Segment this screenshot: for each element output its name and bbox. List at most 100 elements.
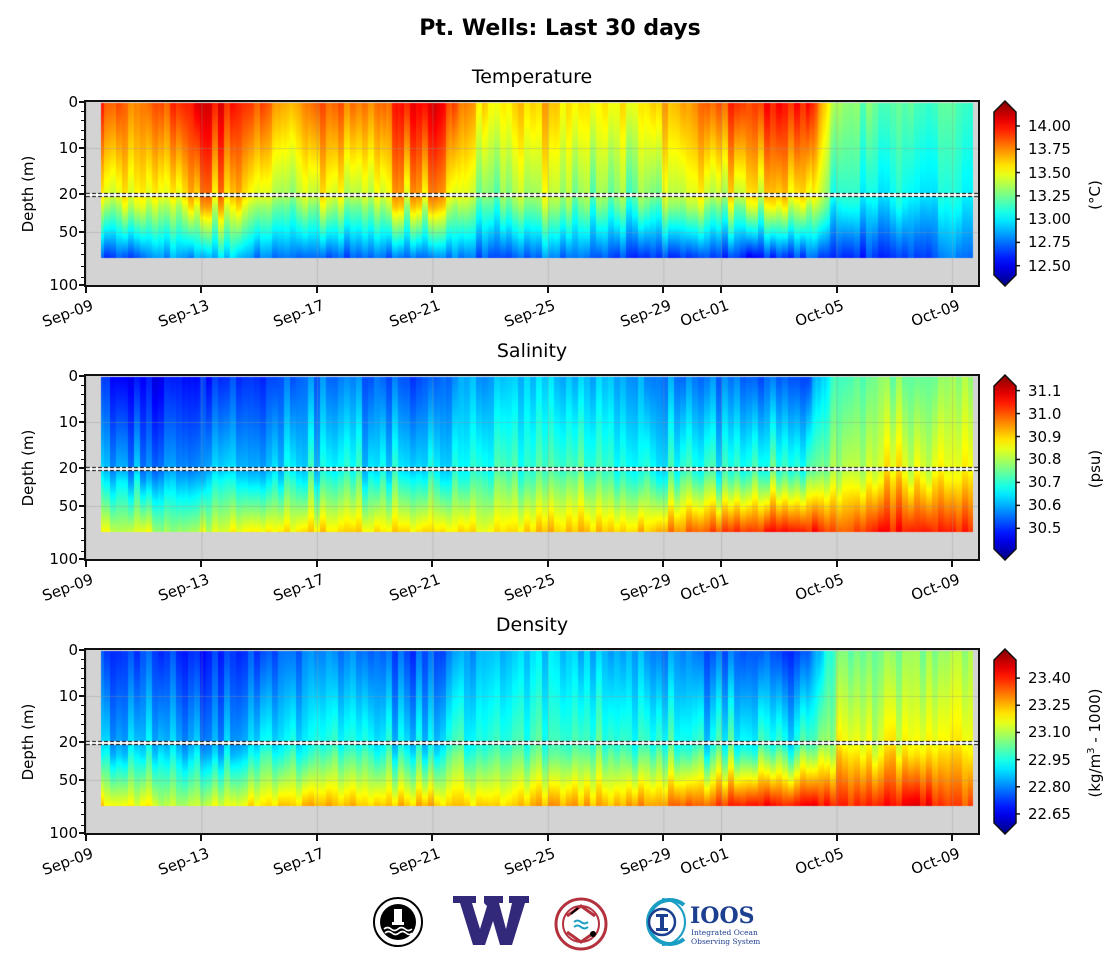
- y-minor-tick: [81, 166, 85, 168]
- ioos-line1: Integrated Ocean: [691, 928, 758, 937]
- x-tick-label: Sep-21: [386, 570, 443, 606]
- heatmap-plot: [84, 100, 980, 287]
- y-minor-tick: [81, 550, 85, 552]
- x-tick-label: Oct-01: [677, 296, 731, 331]
- y-minor-tick: [81, 412, 85, 414]
- x-tick-mark: [835, 835, 838, 841]
- y-tick-mark: [79, 649, 85, 651]
- y-tick-mark: [79, 421, 85, 423]
- y-minor-tick: [81, 120, 85, 122]
- y-minor-tick: [81, 791, 85, 793]
- x-tick-label: Sep-17: [271, 296, 327, 332]
- colorbar-tick-label: 30.7: [1028, 473, 1062, 492]
- x-tick-mark: [315, 835, 318, 841]
- colorbar-tick-label: 31.1: [1028, 381, 1062, 400]
- y-tick-label: 0: [68, 93, 78, 111]
- colorbar-tick-label: 22.65: [1028, 804, 1071, 823]
- colorbar-tick-label: 12.75: [1028, 233, 1071, 252]
- y-tick-mark: [79, 779, 85, 781]
- x-tick-label: Oct-09: [908, 844, 962, 879]
- y-minor-tick: [81, 668, 85, 670]
- x-tick-mark: [200, 287, 203, 293]
- x-tick-label: Sep-09: [40, 844, 96, 880]
- y-tick-mark: [79, 832, 85, 834]
- y-tick-mark: [79, 505, 85, 507]
- x-tick-mark: [951, 287, 954, 293]
- y-tick-label: 10: [58, 687, 78, 705]
- x-tick-mark: [546, 287, 549, 293]
- x-tick-label: Sep-29: [617, 296, 674, 332]
- colorbar-gradient: [993, 648, 1017, 835]
- x-tick-label: Sep-21: [386, 844, 443, 880]
- y-minor-tick: [81, 129, 85, 131]
- y-tick-label: 10: [58, 413, 78, 431]
- colorbar-tick-label: 23.25: [1028, 696, 1071, 715]
- colorbar-gradient: [993, 374, 1017, 561]
- x-tick-mark: [431, 835, 434, 841]
- x-tick-mark: [546, 835, 549, 841]
- x-tick-label: Sep-13: [155, 296, 212, 332]
- y-minor-tick: [81, 528, 85, 530]
- x-tick-label: Sep-29: [617, 844, 674, 880]
- y-minor-tick: [81, 394, 85, 396]
- ioos-logo: IOOS Integrated Ocean Observing System: [646, 898, 760, 946]
- y-minor-tick: [81, 756, 85, 758]
- x-tick-label: Sep-25: [501, 844, 558, 880]
- x-tick-label: Oct-05: [792, 570, 847, 605]
- colorbar-tick-label: 14.00: [1028, 116, 1071, 135]
- ioos-line2: Observing System: [691, 937, 760, 946]
- panel-salinity: Salinity Depth (m) 0 10 20 50 100 Sep-09 Sep-13 S…: [0, 340, 1120, 610]
- y-tick-label: 100: [49, 276, 78, 294]
- x-tick-mark: [720, 287, 723, 293]
- y-tick-label: 20: [58, 459, 78, 477]
- colorbar-tick-label: 31.0: [1028, 404, 1062, 423]
- heatmap-canvas: [86, 376, 978, 559]
- y-minor-tick: [81, 714, 85, 716]
- y-tick-label: 50: [58, 497, 78, 515]
- heatmap-plot: [84, 374, 980, 561]
- panel-density: Density Depth (m) 0 10 20 50 100 Sep-09 Sep-13 Se…: [0, 614, 1120, 884]
- x-tick-label: Sep-13: [155, 844, 212, 880]
- x-tick-label: Sep-25: [501, 570, 558, 606]
- y-tick-mark: [79, 467, 85, 469]
- y-minor-tick: [81, 175, 85, 177]
- colorbar-tick-label: 23.40: [1028, 669, 1071, 688]
- x-tick-mark: [200, 835, 203, 841]
- x-tick-mark: [315, 561, 318, 567]
- x-tick-label: Sep-09: [40, 570, 96, 606]
- colorbar-label-text: (psu): [1086, 449, 1104, 488]
- y-minor-tick: [81, 723, 85, 725]
- colorbar-tick-label: 13.50: [1028, 163, 1071, 182]
- colorbar-tick-label: 13.25: [1028, 186, 1071, 205]
- y-minor-tick: [81, 482, 85, 484]
- logos-svg: IOOS Integrated Ocean Observing System: [373, 896, 760, 951]
- colorbar-label-text: (°C): [1086, 179, 1104, 210]
- y-tick-label: 20: [58, 185, 78, 203]
- y-minor-tick: [81, 732, 85, 734]
- panel-temperature: Temperature Depth (m) 0 10 20 50 100 Sep-09 Sep-…: [0, 66, 1120, 336]
- colorbar-tick-label: 23.10: [1028, 723, 1071, 742]
- x-tick-label: Sep-09: [40, 296, 96, 332]
- x-tick-mark: [85, 561, 87, 567]
- y-minor-tick: [81, 138, 85, 140]
- y-minor-tick: [81, 265, 85, 267]
- y-tick-label: 100: [49, 550, 78, 568]
- x-tick-mark: [835, 287, 838, 293]
- colorbar-tick-label: 30.6: [1028, 496, 1062, 515]
- coast-salish-logo: [554, 897, 608, 951]
- heatmap-canvas: [86, 650, 978, 833]
- y-minor-tick: [81, 813, 85, 815]
- y-tick-mark: [79, 147, 85, 149]
- y-minor-tick: [81, 276, 85, 278]
- colorbar-tick-label: 13.00: [1028, 210, 1071, 229]
- colorbar-label-end: - 1000): [1086, 687, 1104, 747]
- y-tick-label: 20: [58, 733, 78, 751]
- x-tick-label: Oct-05: [792, 296, 847, 331]
- x-tick-label: Sep-17: [271, 570, 327, 606]
- colorbar-label-sup: 3: [1086, 746, 1097, 754]
- colorbar-gradient: [993, 100, 1017, 287]
- subplot-title: Density: [495, 614, 569, 636]
- colorbar: [993, 100, 1020, 287]
- colorbar-tick-label: 13.75: [1028, 140, 1071, 159]
- colorbar-tick-label: 22.95: [1028, 750, 1071, 769]
